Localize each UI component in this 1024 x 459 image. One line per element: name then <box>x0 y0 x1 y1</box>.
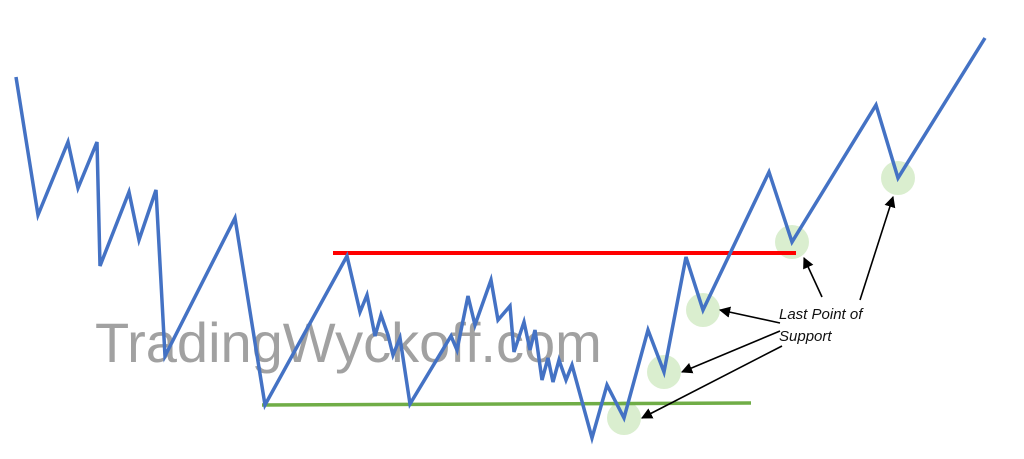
arrow-to-lps-1 <box>641 345 783 419</box>
price-line <box>14 37 987 445</box>
lps-highlights <box>607 161 915 435</box>
arrow-to-lps-2 <box>680 330 781 374</box>
annotation-arrows <box>641 195 896 419</box>
lps-annotation: Last Point of Support <box>779 306 864 345</box>
arrow-to-lps-4 <box>803 256 823 298</box>
support-line <box>261 401 752 407</box>
arrow-to-lps-3 <box>718 306 781 324</box>
arrow-to-lps-5 <box>859 195 896 301</box>
annotation-line-1: Last Point of <box>779 306 864 323</box>
annotation-line-2: Support <box>779 328 832 345</box>
